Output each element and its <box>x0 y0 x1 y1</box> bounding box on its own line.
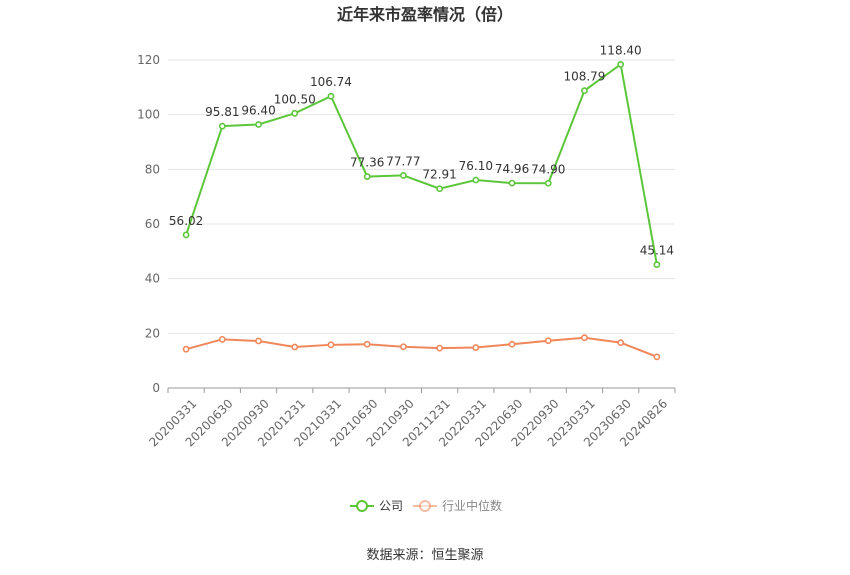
y-tick-label: 0 <box>152 381 160 395</box>
series-line-1 <box>185 336 658 358</box>
legend-marker <box>356 500 368 512</box>
data-label: 56.02 <box>169 214 203 228</box>
data-point[interactable] <box>291 343 299 351</box>
data-point[interactable] <box>472 344 480 351</box>
data-label: 100.50 <box>274 92 316 106</box>
data-point[interactable] <box>399 172 407 179</box>
y-tick-label: 20 <box>145 326 160 340</box>
data-point[interactable] <box>653 353 661 361</box>
data-label: 74.96 <box>495 162 529 176</box>
data-point[interactable] <box>327 92 335 100</box>
y-axis: 0 20 40 60 80 100 120 <box>137 53 160 395</box>
data-point[interactable] <box>218 335 226 343</box>
legend-label: 行业中位数 <box>442 498 502 513</box>
data-point[interactable] <box>653 261 661 269</box>
data-point[interactable] <box>255 337 262 345</box>
data-label: 76.10 <box>459 159 493 173</box>
data-point[interactable] <box>617 339 625 347</box>
legend-item-1[interactable]: 行业中位数 <box>413 498 502 513</box>
data-point[interactable] <box>617 60 625 68</box>
data-point[interactable] <box>363 340 371 348</box>
data-point[interactable] <box>182 345 190 353</box>
data-point[interactable] <box>399 343 407 351</box>
data-label: 45.14 <box>640 244 674 258</box>
y-tick-label: 80 <box>145 162 160 176</box>
chart-title: 近年来市盈率情况（倍） <box>337 5 513 24</box>
data-point[interactable] <box>581 87 588 95</box>
data-label: 74.90 <box>531 162 565 176</box>
data-label: 106.74 <box>310 75 352 89</box>
data-point[interactable] <box>291 109 299 117</box>
data-point[interactable] <box>218 122 226 130</box>
data-point[interactable] <box>182 231 190 239</box>
data-point[interactable] <box>472 176 480 184</box>
data-label: 108.79 <box>563 70 605 84</box>
data-label: 96.40 <box>241 104 275 118</box>
data-point[interactable] <box>544 337 552 345</box>
series-line-0 <box>185 62 658 265</box>
y-tick-label: 100 <box>137 108 160 122</box>
y-tick-label: 120 <box>137 53 160 67</box>
data-point[interactable] <box>363 173 371 180</box>
x-axis: 2020033120200630202009302020123120210331… <box>146 387 676 450</box>
data-point[interactable] <box>508 179 516 187</box>
grid <box>168 59 675 334</box>
data-point[interactable] <box>508 340 516 348</box>
data-label: 77.77 <box>386 154 420 168</box>
legend-label: 公司 <box>379 499 403 513</box>
data-point[interactable] <box>581 334 588 342</box>
y-tick-label: 60 <box>145 217 160 231</box>
y-tick-label: 40 <box>145 272 160 286</box>
legend[interactable]: 公司 行业中位数 <box>350 498 502 513</box>
data-source: 数据来源：恒生聚源 <box>366 548 483 563</box>
legend-item-0[interactable]: 公司 <box>350 499 403 513</box>
data-label: 72.91 <box>422 168 456 182</box>
legend-marker <box>419 500 431 512</box>
data-point[interactable] <box>436 344 444 352</box>
data-label: 95.81 <box>205 105 239 119</box>
data-label: 118.40 <box>600 43 642 57</box>
data-point[interactable] <box>436 185 444 193</box>
data-point[interactable] <box>544 179 552 187</box>
data-point[interactable] <box>255 121 262 128</box>
data-label: 77.36 <box>350 156 384 170</box>
data-point[interactable] <box>327 341 335 349</box>
